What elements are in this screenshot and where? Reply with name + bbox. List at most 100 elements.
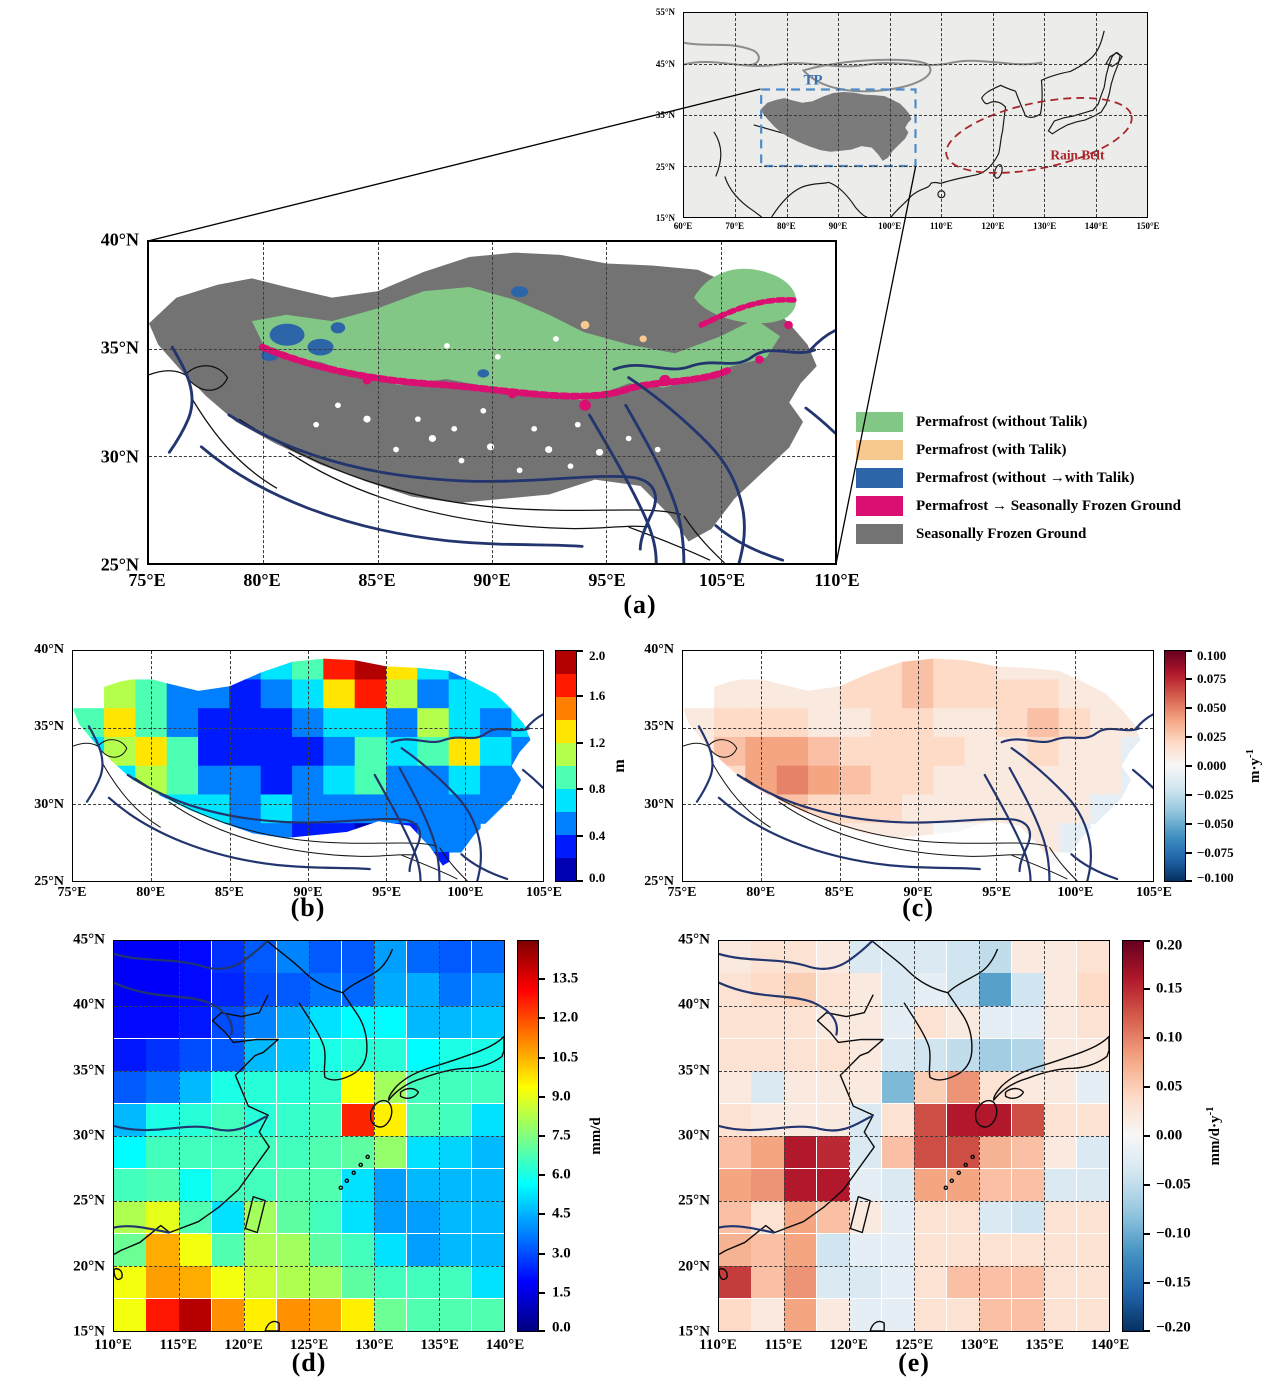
grid-cell — [1011, 1200, 1044, 1234]
tick-label: 140°E — [1084, 221, 1108, 231]
tick-label: 80°E — [746, 885, 776, 900]
grid-cell — [881, 1136, 914, 1169]
colorbar-tick — [1186, 650, 1192, 652]
colorbar-tick-label: 4.5 — [552, 1205, 571, 1222]
colorbar-tick — [539, 978, 545, 981]
raster-cell — [839, 658, 872, 681]
grid-cell — [914, 1005, 947, 1039]
colorbar-tick-label: −0.025 — [1197, 787, 1234, 802]
grid-cell — [146, 1298, 179, 1331]
raster-cell — [480, 736, 513, 767]
grid-cell — [914, 1168, 947, 1201]
raster-cell — [933, 658, 966, 681]
raster-cell — [1058, 679, 1091, 709]
grid-cell — [978, 1038, 1012, 1071]
panel-b-map — [73, 658, 543, 881]
raster-cell — [229, 658, 262, 681]
grid-cell — [211, 1136, 244, 1169]
tick-label: 55°N — [655, 7, 675, 17]
raster-cell — [417, 794, 450, 824]
colorbar-tick-label: 0.100 — [1197, 648, 1227, 663]
raster-cell — [386, 658, 419, 681]
permafrost-with-talik-patches — [580, 320, 647, 343]
panel-e-coastlines — [719, 941, 1109, 1331]
grid-cell — [946, 941, 979, 974]
tick-label: 140°E — [1090, 1337, 1130, 1353]
raster-cell — [448, 765, 481, 796]
tick-label: 20°N — [73, 1258, 105, 1275]
raster-cell — [839, 708, 872, 738]
tick-label: 35°N — [678, 1062, 710, 1079]
tick-label: 100°E — [447, 885, 484, 900]
colorbar-tick — [1144, 1037, 1150, 1039]
colorbar-tick — [539, 1291, 545, 1294]
raster-cell — [198, 679, 231, 709]
raster-cell — [292, 765, 325, 796]
colorbar-b-unit: m — [611, 759, 629, 773]
panel-c-x-axis: 75°E 80°E 85°E 90°E 95°E 100°E 105°E — [668, 885, 1172, 903]
tick-label: 95°E — [588, 570, 626, 590]
colorbar-tick-label: 1.6 — [589, 688, 606, 704]
colorbar-tick-label: −0.100 — [1197, 870, 1234, 885]
grid-cell — [146, 1038, 179, 1071]
grid-cell — [783, 1038, 817, 1071]
grid-cell — [914, 1298, 947, 1331]
grid-cell — [978, 1298, 1012, 1331]
grid-cell — [816, 1005, 849, 1039]
colorbar-tick-label: 9.0 — [552, 1088, 571, 1105]
grid-cell — [848, 1200, 882, 1234]
grid-cell — [881, 1168, 914, 1201]
grid-cell — [373, 1168, 407, 1201]
grid-cell — [276, 941, 309, 974]
grid-cell — [719, 1038, 752, 1071]
grid-cell — [946, 1200, 979, 1234]
grid-cell — [783, 973, 817, 1006]
colorbar-tick — [1144, 1184, 1150, 1186]
grid-cell — [243, 1233, 277, 1266]
grid-cell — [946, 1168, 979, 1201]
raster-cell — [229, 736, 262, 767]
tick-label: 30°N — [644, 796, 674, 812]
raster-cell — [229, 765, 262, 796]
grid-cell — [914, 1136, 947, 1169]
tick-label: 35°N — [34, 719, 64, 735]
grid-cell — [439, 1038, 472, 1071]
grid-cell — [1076, 1136, 1109, 1169]
tick-label: 35°N — [73, 1062, 105, 1079]
tick-label: 90°E — [903, 885, 933, 900]
grid-cell — [978, 1233, 1012, 1266]
raster-cell — [104, 708, 137, 738]
colorbar-tick — [1144, 1233, 1150, 1235]
grid-cell — [243, 1298, 277, 1331]
raster-cell — [417, 708, 450, 738]
colorbar-tick — [539, 1017, 545, 1020]
grid-cell — [243, 1266, 277, 1299]
raster-cell — [902, 736, 935, 767]
tick-label: 25°N — [73, 1192, 105, 1209]
grid-cell — [751, 1200, 784, 1234]
colorbar-tick-label: 0.15 — [1156, 980, 1183, 997]
raster-cell — [417, 658, 450, 681]
grid-cell — [1076, 941, 1109, 974]
grid-cell — [1044, 1005, 1077, 1039]
raster-cell — [683, 708, 715, 738]
grid-cell — [848, 1038, 882, 1071]
grid-cell — [243, 1200, 277, 1234]
grid-cell — [1076, 1038, 1109, 1071]
grid-cell — [1011, 1005, 1044, 1039]
grid-cell — [341, 1136, 374, 1169]
colorbar-tick — [539, 1174, 545, 1177]
colorbar-tick-label: −0.20 — [1156, 1319, 1191, 1336]
raster-cell — [354, 679, 387, 709]
raster-cell — [839, 679, 872, 709]
panel-b-y-axis: 40°N 35°N 30°N 25°N — [22, 642, 68, 889]
raster-cell — [964, 708, 997, 738]
grid-cell — [881, 1200, 914, 1234]
raster-cell — [902, 823, 935, 853]
colorbar-c-unit: m·y-1 — [1244, 749, 1263, 783]
grid-cell — [178, 1168, 212, 1201]
legend-item: Permafrost (without →with Talik) — [856, 468, 1181, 488]
panel-d-x-axis: 110°E 115°E 120°E 125°E 130°E 135°E 140°E — [94, 1337, 524, 1357]
raster-cell — [996, 708, 1029, 738]
raster-cell — [933, 823, 966, 853]
